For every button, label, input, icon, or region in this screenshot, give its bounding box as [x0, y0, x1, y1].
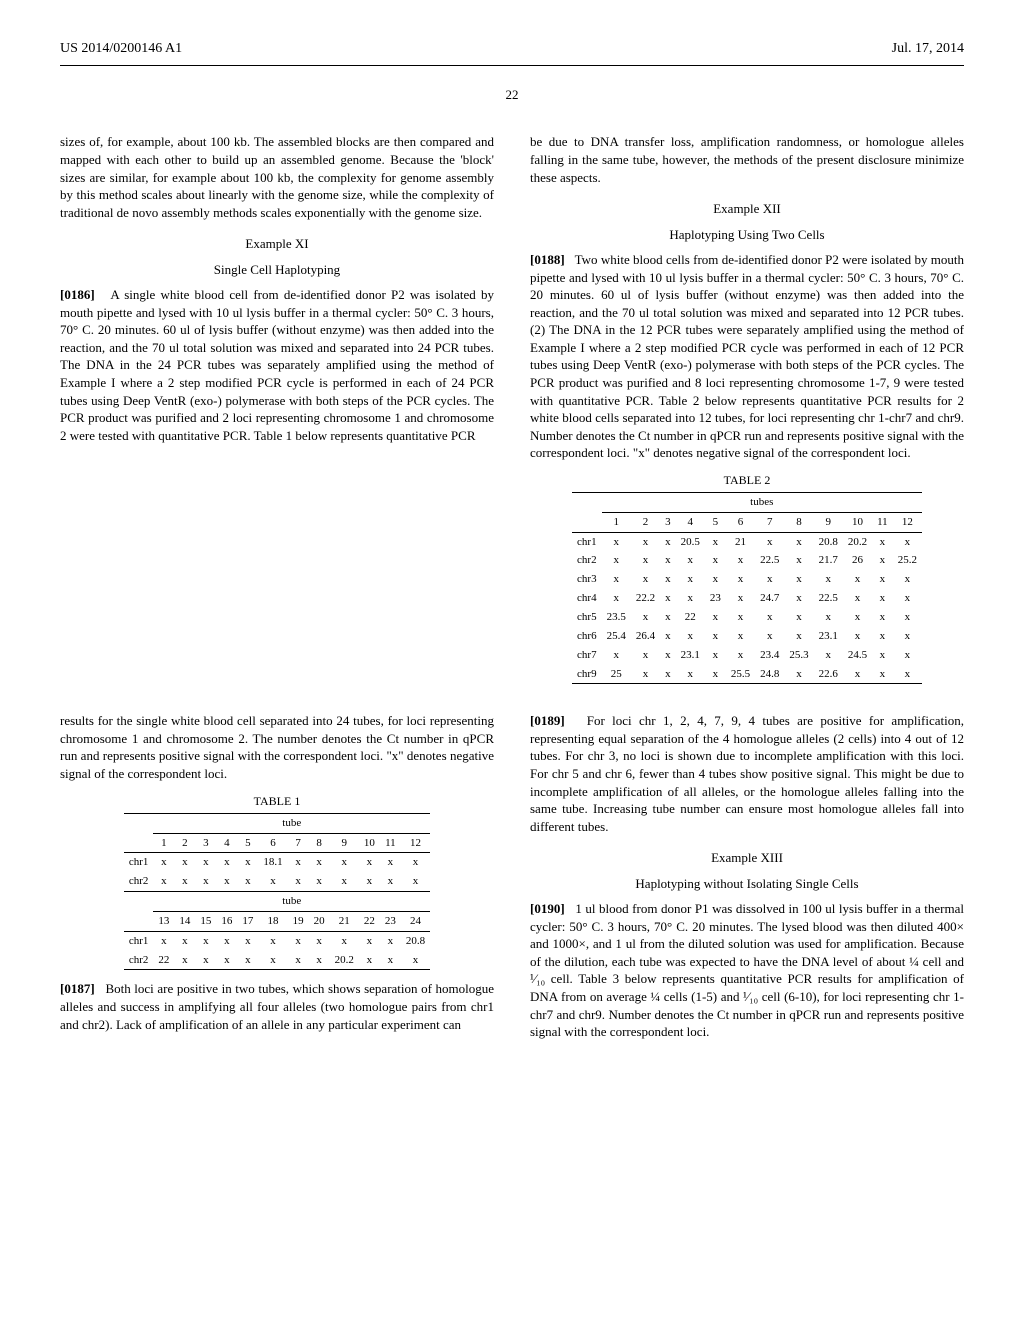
upper-columns: sizes of, for example, about 100 kb. The…: [60, 133, 964, 694]
para-0189-text: For loci chr 1, 2, 4, 7, 9, 4 tubes are …: [530, 713, 964, 833]
table1-caption: TABLE 1: [60, 793, 494, 809]
para-0186-text: A single white blood cell from de-identi…: [60, 287, 494, 442]
example-xi-subtitle: Single Cell Haplotyping: [60, 261, 494, 279]
patent-header: US 2014/0200146 A1 Jul. 17, 2014: [60, 40, 964, 66]
para-0186: [0186] A single white blood cell from de…: [60, 286, 494, 444]
table-1: tube123456789101112chr1xxxxx18.1xxxxxxch…: [124, 813, 430, 971]
para-0190: [0190] 1 ul blood from donor P1 was diss…: [530, 900, 964, 1040]
para-num-0188: [0188]: [530, 252, 565, 267]
patent-number: US 2014/0200146 A1: [60, 40, 182, 59]
para-0187: [0187] Both loci are positive in two tub…: [60, 980, 494, 1033]
para-num-0186: [0186]: [60, 287, 95, 302]
para-intro: sizes of, for example, about 100 kb. The…: [60, 133, 494, 221]
left-col-lower: results for the single white blood cell …: [60, 712, 494, 1044]
para-0188: [0188] Two white blood cells from de-ide…: [530, 251, 964, 462]
para-0189: [0189] For loci chr 1, 2, 4, 7, 9, 4 tub…: [530, 712, 964, 835]
para-top-right: be due to DNA transfer loss, amplificati…: [530, 133, 964, 186]
lower-columns: results for the single white blood cell …: [60, 712, 964, 1044]
patent-date: Jul. 17, 2014: [892, 40, 964, 59]
para-0188-text: Two white blood cells from de-identified…: [530, 252, 964, 460]
page-number: 22: [60, 86, 964, 104]
para-0190-text: 1 ul blood from donor P1 was dissolved i…: [530, 901, 964, 1039]
example-xii-subtitle: Haplotyping Using Two Cells: [530, 226, 964, 244]
right-col-lower: [0189] For loci chr 1, 2, 4, 7, 9, 4 tub…: [530, 712, 964, 1044]
para-num-0189: [0189]: [530, 713, 565, 728]
table-2: tubes123456789101112chr1xxx20.5x21xx20.8…: [572, 492, 922, 684]
para-num-0187: [0187]: [60, 981, 95, 996]
para-0187-text: Both loci are positive in two tubes, whi…: [60, 981, 494, 1031]
para-num-0190: [0190]: [530, 901, 565, 916]
example-xiii-title: Example XIII: [530, 849, 964, 867]
table2-caption: TABLE 2: [530, 472, 964, 488]
example-xiii-subtitle: Haplotyping without Isolating Single Cel…: [530, 875, 964, 893]
example-xii-title: Example XII: [530, 200, 964, 218]
example-xi-title: Example XI: [60, 235, 494, 253]
right-col-upper: be due to DNA transfer loss, amplificati…: [530, 133, 964, 694]
left-col-upper: sizes of, for example, about 100 kb. The…: [60, 133, 494, 694]
para-after-t2: results for the single white blood cell …: [60, 712, 494, 782]
